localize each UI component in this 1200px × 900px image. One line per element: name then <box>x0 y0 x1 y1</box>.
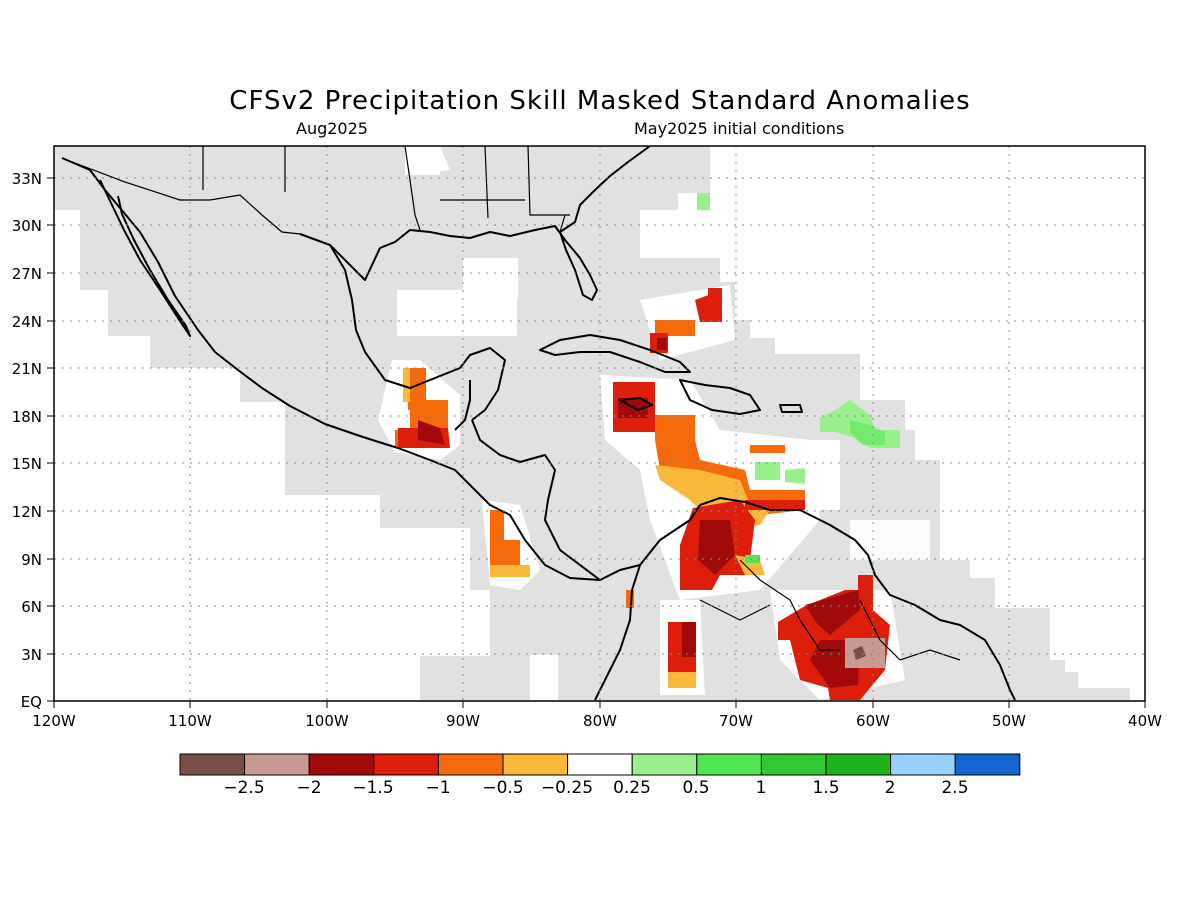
colorbar-swatch <box>502 753 569 776</box>
colorbar-swatch <box>437 753 504 776</box>
colorbar-swatch <box>760 753 827 776</box>
lon-label-110w: 110W <box>168 712 212 730</box>
lat-label-27n: 27N <box>12 265 42 283</box>
lon-label-90w: 90W <box>446 712 480 730</box>
colorbar-label: 1 <box>756 778 767 798</box>
lon-label-120w: 120W <box>32 712 76 730</box>
lon-label-100w: 100W <box>305 712 349 730</box>
colorbar-swatch <box>244 753 310 776</box>
lat-label-15n: 15N <box>12 455 42 473</box>
lat-label-eq: EQ <box>21 693 42 711</box>
lat-label-21n: 21N <box>12 360 42 378</box>
colorbar-swatch <box>308 753 375 776</box>
colorbar-labels: −2.5 −2 −1.5 −1 −0.5 −0.25 0.25 0.5 1 1.… <box>223 778 968 798</box>
colorbar-label: 0.5 <box>682 778 709 798</box>
lat-label-3n: 3N <box>21 646 42 664</box>
initial-conditions: May2025 initial conditions <box>634 119 845 138</box>
colorbar-label: −0.5 <box>482 778 523 798</box>
colorbar: −2.5 −2 −1.5 −1 −0.5 −0.25 0.25 0.5 1 1.… <box>179 753 1021 798</box>
colorbar-swatch <box>567 753 633 776</box>
lat-label-12n: 12N <box>12 503 42 521</box>
colorbar-label: −0.25 <box>541 778 593 798</box>
lon-label-80w: 80W <box>583 712 617 730</box>
lon-label-50w: 50W <box>992 712 1026 730</box>
colorbar-label: −2.5 <box>223 778 264 798</box>
latitude-labels: EQ 3N 6N 9N 12N 15N 18N 21N 24N 27N 30N … <box>12 170 42 711</box>
colorbar-label: −1 <box>425 778 450 798</box>
colorbar-swatch <box>890 753 956 776</box>
colorbar-label: 0.25 <box>613 778 651 798</box>
lon-label-60w: 60W <box>856 712 890 730</box>
coastlines <box>61 145 1016 701</box>
map-title: CFSv2 Precipitation Skill Masked Standar… <box>229 86 971 116</box>
borders <box>61 145 961 661</box>
colorbar-label: −1.5 <box>352 778 393 798</box>
anomaly-patches <box>378 193 905 700</box>
lat-label-30n: 30N <box>12 217 42 235</box>
longitude-labels: 120W 110W 100W 90W 80W 70W 60W 50W 40W <box>32 712 1162 730</box>
colorbar-label: 2.5 <box>941 778 968 798</box>
lat-label-24n: 24N <box>12 313 42 331</box>
lon-label-70w: 70W <box>719 712 753 730</box>
axis-ticks <box>47 177 1146 708</box>
colorbar-label: 1.5 <box>812 778 839 798</box>
colorbar-swatch <box>696 753 762 776</box>
map-panel: EQ 3N 6N 9N 12N 15N 18N 21N 24N 27N 30N … <box>12 145 1162 730</box>
lon-label-40w: 40W <box>1128 712 1162 730</box>
lat-label-18n: 18N <box>12 408 42 426</box>
lat-label-9n: 9N <box>21 551 42 569</box>
valid-month: Aug2025 <box>296 119 368 138</box>
gridlines <box>54 146 1145 701</box>
colorbar-swatches <box>179 753 1021 776</box>
colorbar-swatch <box>631 753 698 776</box>
colorbar-swatch <box>954 753 1021 776</box>
colorbar-swatch <box>373 753 439 776</box>
lat-label-6n: 6N <box>21 598 42 616</box>
colorbar-swatch <box>179 753 246 776</box>
lat-label-33n: 33N <box>12 170 42 188</box>
colorbar-swatch <box>825 753 892 776</box>
colorbar-label: −2 <box>296 778 321 798</box>
colorbar-label: 2 <box>885 778 896 798</box>
